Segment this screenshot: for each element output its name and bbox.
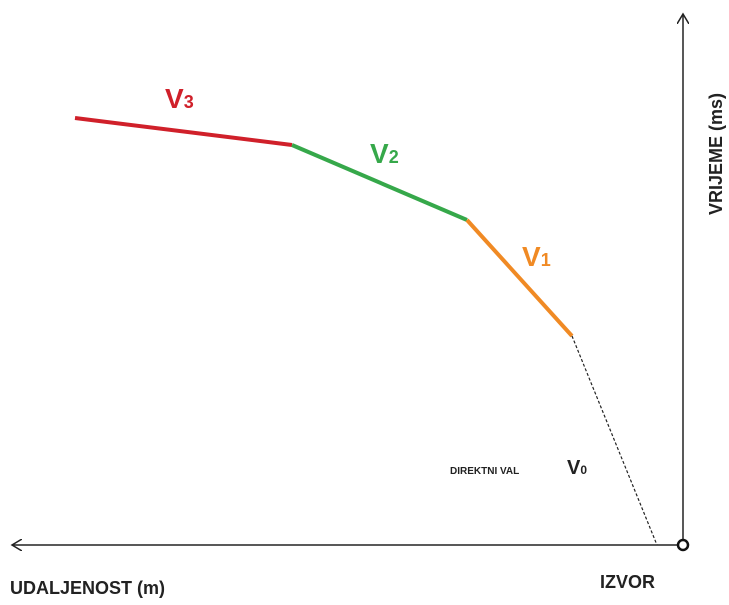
- v2-label: V2: [370, 138, 399, 169]
- source-point: [676, 538, 690, 552]
- direct-wave-label: DIREKTNI VAL: [450, 466, 519, 477]
- v0-label: V0: [567, 457, 587, 479]
- y-axis-label: VRIJEME (ms): [706, 93, 726, 215]
- segment-v3: [74, 116, 293, 147]
- segment-v2: [291, 143, 468, 222]
- direct-wave-line: [571, 335, 658, 546]
- origin-label: IZVOR: [600, 572, 655, 592]
- v1-label: V1: [522, 241, 551, 272]
- segment-v1: [465, 218, 574, 338]
- x-axis-label: UDALJENOST (m): [10, 578, 165, 598]
- v3-label: V3: [165, 83, 194, 114]
